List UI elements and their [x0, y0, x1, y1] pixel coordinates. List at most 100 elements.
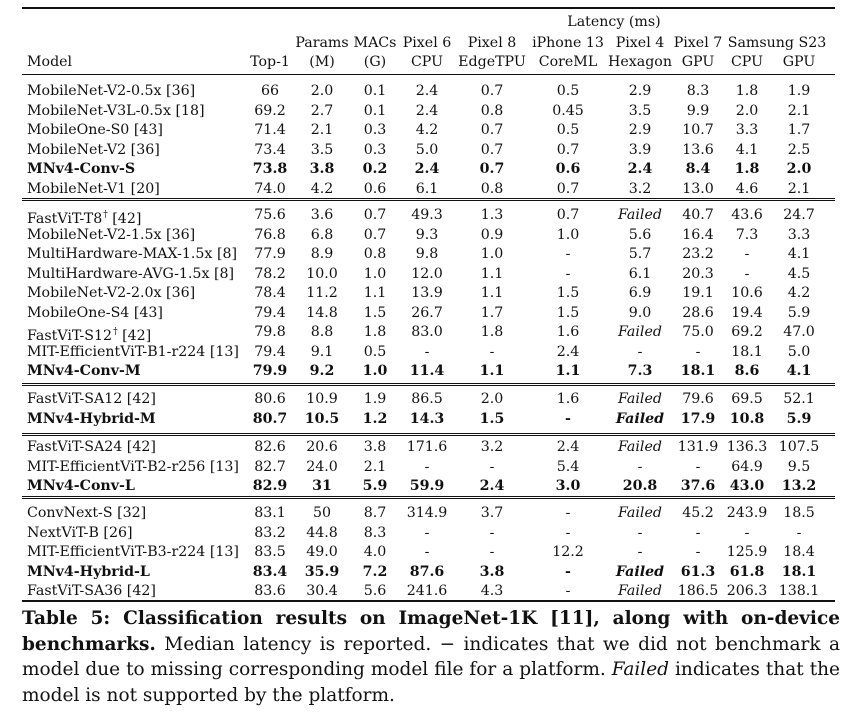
cell-params: 10.9 [306, 391, 338, 407]
cell-macs: 1.8 [363, 324, 387, 340]
cell-params: 30.4 [306, 583, 338, 599]
cell-pixel8-edgetpu: 1.1 [479, 363, 505, 379]
model-label: MobileNet-V2-0.5x [36] [27, 83, 196, 99]
cell-iphone13-coreml: 1.5 [556, 304, 580, 321]
caption-body-end: indicates that the model is not supporte… [22, 659, 840, 706]
group-rule [22, 434, 835, 436]
cell-pixel4-hexagon: 9.0 [628, 304, 652, 321]
header-rule [22, 74, 835, 75]
cell-params: 14.8 [306, 304, 338, 321]
cell-macs: 0.3 [363, 122, 387, 138]
cell-pixel8-edgetpu: 1.1 [480, 285, 504, 301]
header-model: Model [27, 54, 73, 70]
cell-top1: 82.6 [254, 439, 286, 455]
cell-pixel4-hexagon: 3.2 [628, 180, 652, 197]
model-label: MobileOne-S0 [43] [27, 122, 163, 138]
cell-pixel4-hexagon: Failed [618, 324, 662, 340]
cell-pixel4-hexagon: 3.9 [628, 141, 652, 158]
cell-macs: 7.2 [362, 563, 388, 580]
model-label: MultiHardware-MAX-1.5x [8] [27, 246, 238, 262]
cell-pixel7-gpu: 37.6 [680, 478, 716, 494]
cell-s23-gpu: - [796, 524, 802, 541]
header-samsung: Samsung S23 [727, 35, 827, 51]
model-label: MNv4-Conv-S [27, 161, 136, 177]
model-label: FastViT-T8 [27, 211, 103, 227]
cell-pixel8-edgetpu: 1.8 [480, 324, 504, 340]
cell-s23-cpu: 4.6 [735, 180, 759, 197]
cell-pixel4-hexagon: Failed [615, 411, 665, 427]
cell-pixel4-hexagon: Failed [618, 391, 662, 407]
cell-top1: 82.9 [252, 478, 288, 494]
model-reference: [42] [107, 211, 142, 227]
cell-s23-cpu: 61.8 [729, 563, 765, 580]
cell-iphone13-coreml: - [565, 524, 571, 541]
cell-iphone13-coreml: 0.5 [556, 83, 580, 99]
cell-s23-gpu: 18.1 [781, 563, 817, 580]
cell-pixel7-gpu: 28.6 [682, 304, 714, 321]
cell-pixel8-edgetpu: 2.4 [479, 478, 505, 494]
cell-pixel8-edgetpu: 4.3 [480, 583, 504, 599]
caption-body: Median latency is reported. − indicates … [22, 633, 840, 681]
cell-pixel6-cpu: 59.9 [409, 478, 445, 494]
cell-s23-cpu: 4.1 [735, 141, 759, 158]
cell-pixel7-gpu: 10.7 [682, 122, 714, 138]
header-edgetpu: EdgeTPU [458, 54, 526, 70]
cell-params: 10.5 [304, 411, 340, 427]
model-name: ConvNext-S [32] [27, 504, 146, 522]
cell-s23-cpu: 43.6 [731, 207, 763, 223]
model-label: MobileNet-V2-1.5x [36] [27, 226, 196, 243]
model-name: MobileNet-V2 [36] [27, 141, 160, 159]
model-name: MobileNet-V2-2.0x [36] [27, 284, 195, 302]
cell-pixel4-hexagon: 2.4 [627, 161, 653, 177]
model-label: MNv4-Hybrid-L [27, 563, 150, 580]
cell-s23-gpu: 4.1 [786, 363, 812, 379]
cell-pixel6-cpu: 241.6 [406, 583, 448, 599]
cell-s23-gpu: 13.2 [781, 478, 817, 494]
cell-top1: 78.2 [254, 265, 286, 282]
model-name: MultiHardware-AVG-1.5x [8] [27, 265, 234, 283]
model-name: MNv4-Conv-S [27, 160, 135, 178]
cell-macs: 5.9 [362, 478, 388, 494]
cell-pixel8-edgetpu: - [489, 524, 495, 541]
cell-macs: 0.1 [363, 83, 387, 99]
cell-iphone13-coreml: 0.6 [555, 161, 581, 177]
model-name: FastViT-SA12 [42] [27, 390, 156, 408]
cell-s23-cpu: 64.9 [731, 458, 763, 475]
cell-params: 9.2 [309, 363, 335, 379]
cell-iphone13-coreml: - [565, 265, 571, 282]
cell-top1: 82.7 [254, 458, 286, 475]
cell-pixel6-cpu: 13.9 [411, 285, 443, 301]
group-rule [22, 496, 835, 497]
cell-params: 50 [312, 505, 332, 521]
cell-top1: 83.5 [254, 544, 286, 560]
cell-pixel4-hexagon: Failed [618, 505, 662, 521]
cell-iphone13-coreml: - [565, 411, 571, 427]
cell-s23-gpu: 3.3 [787, 226, 811, 243]
model-name: MNv4-Hybrid-M [27, 410, 156, 428]
cell-s23-cpu: 243.9 [726, 505, 768, 521]
cell-iphone13-coreml: 1.6 [556, 324, 580, 340]
cell-macs: 1.0 [363, 265, 387, 282]
cell-macs: 1.2 [362, 411, 388, 427]
cell-s23-cpu: 18.1 [731, 343, 763, 360]
dagger-mark: † [103, 210, 108, 220]
model-name: MobileOne-S4 [43] [27, 304, 163, 322]
model-name: FastViT-S12† [42] [27, 323, 151, 345]
cell-pixel6-cpu: 83.0 [411, 324, 443, 340]
bottom-rule [22, 600, 835, 602]
cell-pixel7-gpu: 75.0 [682, 324, 714, 340]
cell-params: 3.5 [310, 141, 334, 158]
cell-iphone13-coreml: 0.7 [556, 141, 580, 158]
header-params-unit: (M) [309, 54, 335, 70]
cell-pixel7-gpu: 18.1 [680, 363, 716, 379]
model-label: MIT-EfficientViT-B2-r256 [13] [27, 458, 239, 475]
model-label: MultiHardware-AVG-1.5x [8] [27, 265, 235, 282]
cell-iphone13-coreml: - [565, 246, 571, 262]
cell-params: 35.9 [304, 563, 340, 580]
cell-s23-cpu: - [744, 265, 750, 282]
group-rule [22, 199, 835, 201]
cell-top1: 73.8 [252, 161, 288, 177]
cell-pixel8-edgetpu: 0.7 [480, 122, 504, 138]
cell-params: 11.2 [306, 285, 338, 301]
header-top1: Top-1 [250, 54, 290, 70]
